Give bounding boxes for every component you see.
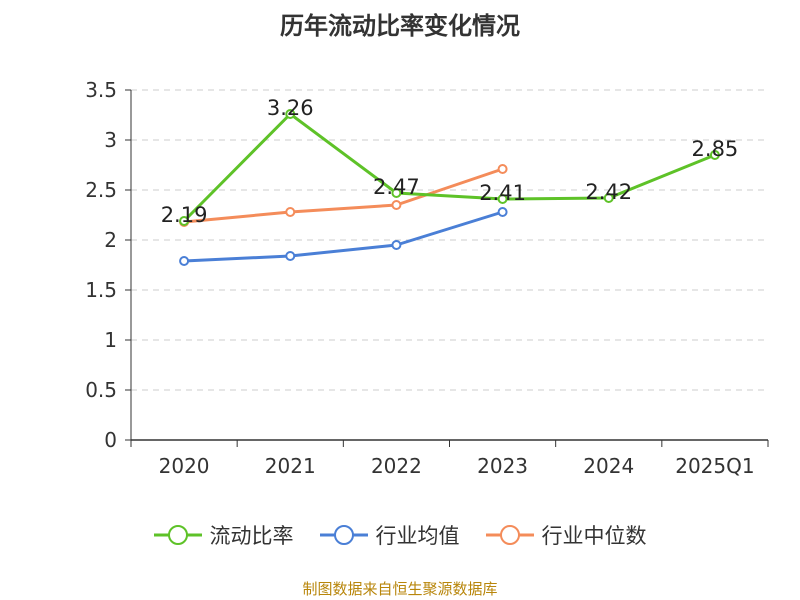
legend-line-circle-icon xyxy=(319,525,368,545)
y-tick-label: 0.5 xyxy=(85,378,117,402)
data-point-2 xyxy=(391,200,402,210)
data-point-0 xyxy=(497,194,508,204)
data-point-0 xyxy=(603,193,614,203)
data-point-1 xyxy=(391,240,402,250)
y-tick-label: 1 xyxy=(104,328,117,352)
x-tick-label: 2020 xyxy=(159,454,210,478)
legend-label: 流动比率 xyxy=(209,524,294,548)
series-line-0 xyxy=(183,112,716,223)
legend-label: 行业中位数 xyxy=(541,524,647,548)
legend-item[interactable]: 行业均值 xyxy=(319,520,460,550)
y-tick-label: 3 xyxy=(104,128,117,152)
data-label: 3.26 xyxy=(267,96,314,120)
x-tick-label: 2021 xyxy=(265,454,316,478)
chart-title: 历年流动比率变化情况 xyxy=(280,12,520,40)
y-tick-label: 0 xyxy=(104,428,117,452)
data-point-0 xyxy=(179,216,190,226)
source-note: 制图数据来自恒生聚源数据库 xyxy=(302,580,498,598)
series-line-2 xyxy=(183,167,504,224)
legend-line-circle-icon xyxy=(153,525,202,545)
data-point-2 xyxy=(497,164,508,174)
legend: 流动比率 行业均值 行业中位数 xyxy=(0,520,800,550)
data-point-1 xyxy=(285,251,296,261)
y-tick-label: 3.5 xyxy=(85,78,117,102)
data-label: 2.19 xyxy=(161,203,208,227)
series-line-1 xyxy=(184,210,504,263)
y-tick-label: 1.5 xyxy=(85,278,117,302)
x-tick-label: 2023 xyxy=(477,454,528,478)
legend-item[interactable]: 流动比率 xyxy=(153,520,294,550)
data-label: 2.41 xyxy=(479,181,526,205)
data-point-2 xyxy=(285,207,296,217)
data-point-1 xyxy=(179,256,190,266)
data-point-0 xyxy=(391,188,402,198)
data-label: 2.42 xyxy=(585,180,632,204)
x-tick-label: 2022 xyxy=(371,454,422,478)
legend-line-circle-icon xyxy=(485,525,534,545)
y-tick-label: 2.5 xyxy=(85,178,117,202)
data-label: 2.85 xyxy=(692,137,739,161)
data-point-0 xyxy=(285,109,296,119)
y-tick-label: 2 xyxy=(104,228,117,252)
data-label: 2.47 xyxy=(373,175,420,199)
legend-item[interactable]: 行业中位数 xyxy=(485,520,647,550)
x-tick-label: 2025Q1 xyxy=(675,454,754,478)
legend-label: 行业均值 xyxy=(375,524,460,548)
data-point-1 xyxy=(497,207,508,217)
x-tick-label: 2024 xyxy=(583,454,634,478)
data-point-0 xyxy=(709,150,720,160)
